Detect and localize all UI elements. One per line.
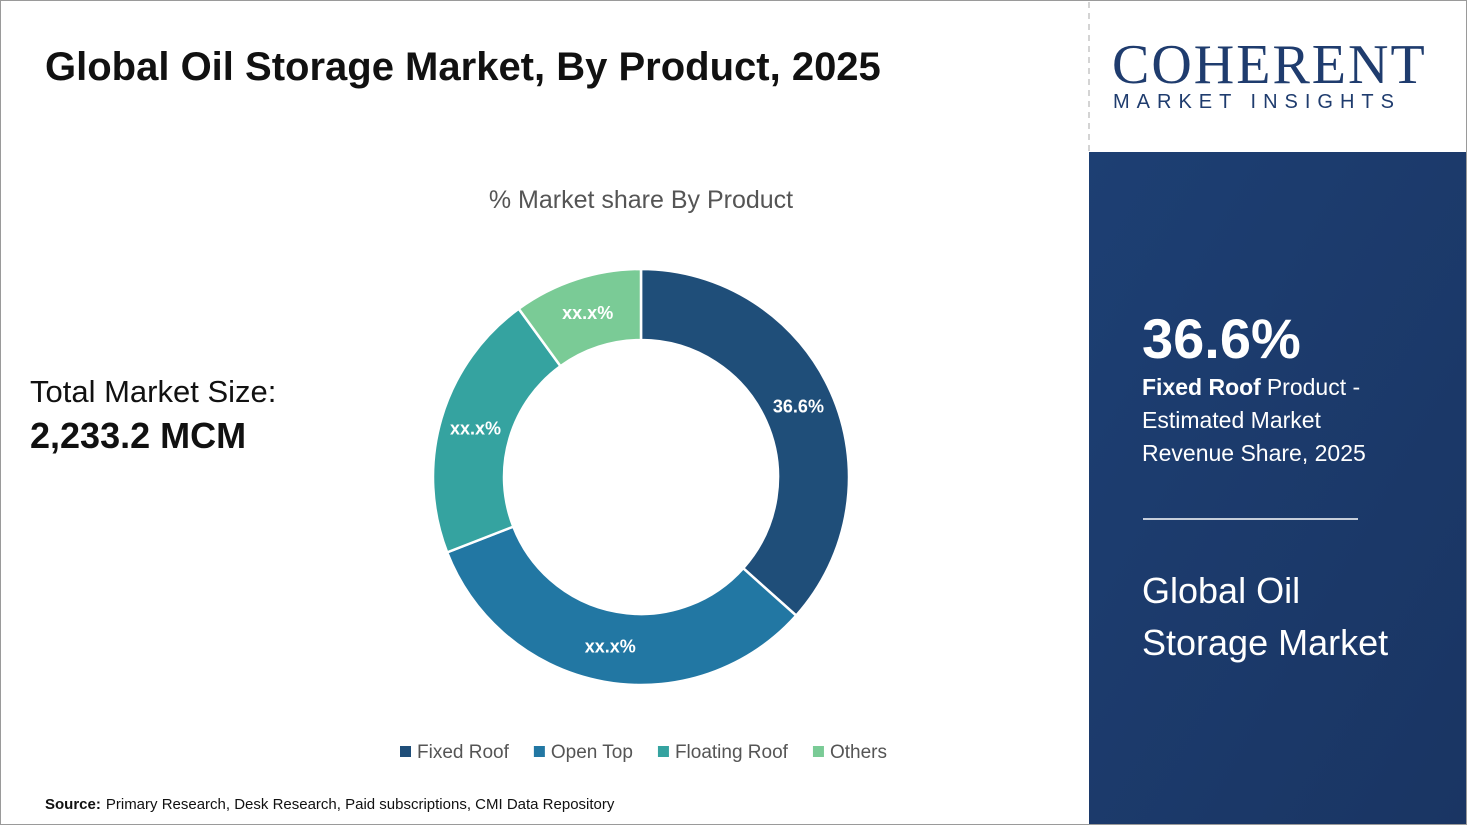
sidebar-stat-text: Revenue Share, 2025 (1142, 440, 1366, 466)
legend-label: Open Top (551, 742, 633, 763)
logo-tagline: MARKET INSIGHTS (1113, 91, 1401, 113)
data-label: 36.6% (773, 397, 824, 417)
legend-swatch (400, 746, 411, 757)
legend-label: Floating Roof (675, 742, 789, 763)
sidebar-panel (1089, 152, 1466, 824)
logo-name: COHERENT (1112, 34, 1427, 96)
data-label: xx.x% (585, 637, 636, 657)
legend-label: Fixed Roof (417, 742, 510, 763)
sidebar-stat: 36.6% (1142, 307, 1301, 370)
slice (445, 525, 798, 687)
legend-swatch (533, 746, 545, 757)
sidebar-heading: Storage Market (1142, 622, 1388, 663)
data-label: xx.x% (450, 418, 501, 438)
sidebar-stat-bold: Fixed Roof (1142, 374, 1261, 400)
page-title: Global Oil Storage Market, By Product, 2… (45, 45, 881, 89)
sidebar-stat-line: Fixed Roof Product - (1142, 374, 1360, 400)
market-size-label: Total Market Size: (30, 374, 276, 409)
sidebar-stat-text: Product - (1267, 374, 1360, 400)
legend-label: Others (830, 742, 887, 763)
data-label: xx.x% (562, 303, 613, 323)
sidebar-heading: Global Oil (1142, 570, 1300, 611)
legend-swatch (812, 746, 824, 757)
slice (516, 267, 643, 368)
donut-chart: 36.6% xx.x% xx.x% xx.x% (431, 267, 851, 687)
chart-title: % Market share By Product (489, 186, 793, 214)
slice (639, 267, 851, 618)
source: Source: Primary Research, Desk Research, … (45, 796, 615, 813)
legend: Fixed Roof Open Top Floating Roof Others (400, 742, 887, 763)
source-label: Source: (45, 796, 101, 813)
source-text: Primary Research, Desk Research, Paid su… (106, 796, 615, 813)
legend-swatch (657, 746, 669, 757)
market-size-value: 2,233.2 MCM (30, 415, 246, 456)
sidebar-stat-text: Estimated Market (1142, 407, 1322, 433)
